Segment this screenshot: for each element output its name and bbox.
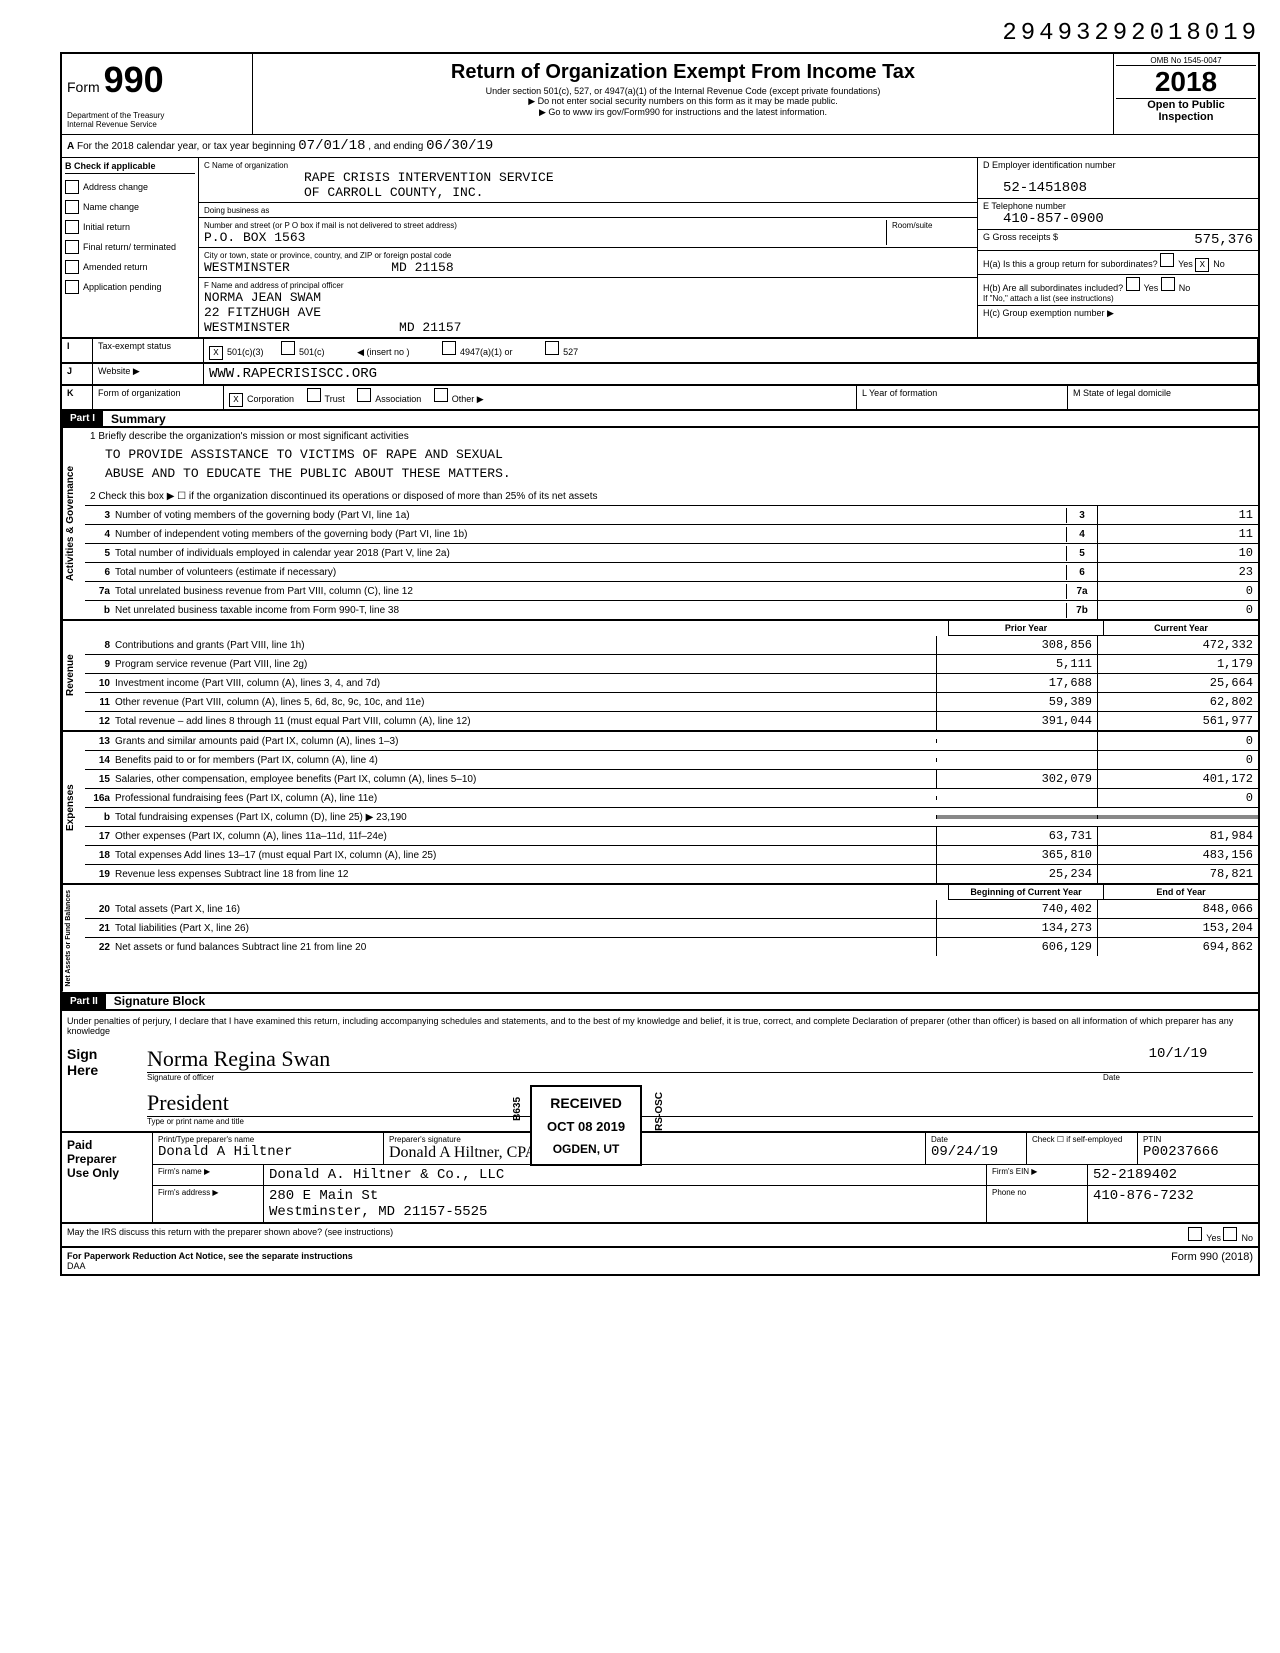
line-item: 21Total liabilities (Part X, line 26)134…: [85, 919, 1258, 938]
col-b-checkboxes: B Check if applicable Address change Nam…: [62, 158, 199, 337]
row-a: A For the 2018 calendar year, or tax yea…: [60, 134, 1260, 158]
part-1-header: Part I Summary: [60, 411, 1260, 428]
expenses-section: Expenses 13Grants and similar amounts pa…: [60, 732, 1260, 885]
line-item: 16aProfessional fundraising fees (Part I…: [85, 789, 1258, 808]
document-number: 29493292018019: [60, 20, 1260, 47]
form-header: Form 990 Department of the Treasury Inte…: [60, 52, 1260, 134]
open-inspection: Open to Public Inspection: [1116, 98, 1256, 123]
col-d-ein-info: D Employer identification number 52-1451…: [978, 158, 1258, 337]
preparer-section: Paid Preparer Use Only Print/Type prepar…: [60, 1133, 1260, 1224]
paperwork-row: For Paperwork Reduction Act Notice, see …: [60, 1248, 1260, 1276]
line-item: 4Number of independent voting members of…: [85, 525, 1258, 544]
line-item: 11Other revenue (Part VIII, column (A), …: [85, 693, 1258, 712]
line-item: 18Total expenses Add lines 13–17 (must e…: [85, 846, 1258, 865]
form-note1: ▶ Do not enter social security numbers o…: [258, 96, 1108, 107]
row-k: K Form of organization XCorporation Trus…: [60, 386, 1260, 411]
row-j: J Website ▶ WWW.RAPECRISISCC.ORG: [60, 364, 1260, 386]
form-subtitle: Under section 501(c), 527, or 4947(a)(1)…: [258, 86, 1108, 96]
form-label: Form 990: [67, 59, 247, 101]
row-i: I Tax-exempt status X501(c)(3) 501(c) ◀ …: [60, 339, 1260, 364]
line-item: 20Total assets (Part X, line 16)740,4028…: [85, 900, 1258, 919]
line-item: 10Investment income (Part VIII, column (…: [85, 674, 1258, 693]
tax-year: 2018: [1116, 66, 1256, 98]
line-item: bTotal fundraising expenses (Part IX, co…: [85, 808, 1258, 827]
line-item: 8Contributions and grants (Part VIII, li…: [85, 636, 1258, 655]
line-item: 9Program service revenue (Part VIII, lin…: [85, 655, 1258, 674]
line-item: 15Salaries, other compensation, employee…: [85, 770, 1258, 789]
governance-section: Activities & Governance 1 Briefly descri…: [60, 428, 1260, 621]
form-note2: ▶ Go to www irs gov/Form990 for instruct…: [258, 107, 1108, 118]
form-title: Return of Organization Exempt From Incom…: [258, 61, 1108, 84]
line-item: 17Other expenses (Part IX, column (A), l…: [85, 827, 1258, 846]
netassets-section: Net Assets or Fund Balances Beginning of…: [60, 885, 1260, 994]
discuss-row: May the IRS discuss this return with the…: [60, 1224, 1260, 1248]
revenue-section: Revenue Prior Year Current Year 8Contrib…: [60, 621, 1260, 732]
line-item: 3Number of voting members of the governi…: [85, 506, 1258, 525]
line-item: 6Total number of volunteers (estimate if…: [85, 563, 1258, 582]
part-2-header: Part II Signature Block: [60, 994, 1260, 1011]
line-item: 7aTotal unrelated business revenue from …: [85, 582, 1258, 601]
line-item: 13Grants and similar amounts paid (Part …: [85, 732, 1258, 751]
omb-number: OMB No 1545-0047: [1116, 56, 1256, 66]
officer-signature: Norma Regina Swan: [147, 1046, 330, 1071]
line-item: bNet unrelated business taxable income f…: [85, 601, 1258, 619]
line-item: 19Revenue less expenses Subtract line 18…: [85, 865, 1258, 883]
received-stamp: B635 RECEIVED OCT 08 2019 RS-OSC OGDEN, …: [530, 1085, 642, 1166]
dept-label: Department of the Treasury Internal Reve…: [67, 111, 247, 129]
col-c-org-info: C Name of organization RAPE CRISIS INTER…: [199, 158, 978, 337]
line-item: 5Total number of individuals employed in…: [85, 544, 1258, 563]
line-item: 14Benefits paid to or for members (Part …: [85, 751, 1258, 770]
line-item: 12Total revenue – add lines 8 through 11…: [85, 712, 1258, 730]
line-item: 22Net assets or fund balances Subtract l…: [85, 938, 1258, 956]
